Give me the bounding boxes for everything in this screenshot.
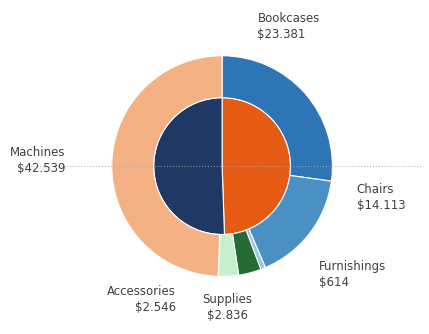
Wedge shape (233, 230, 261, 275)
Wedge shape (246, 229, 266, 270)
Text: Bookcases
$23.381: Bookcases $23.381 (257, 12, 320, 41)
Text: Accessories
$2.546: Accessories $2.546 (107, 285, 176, 314)
Wedge shape (222, 98, 290, 234)
Wedge shape (112, 56, 222, 277)
Text: Chairs
$14.113: Chairs $14.113 (356, 182, 405, 211)
Wedge shape (218, 234, 239, 277)
Text: Supplies
$2.836: Supplies $2.836 (202, 293, 253, 322)
Wedge shape (154, 98, 224, 234)
Text: Furnishings
$614: Furnishings $614 (319, 260, 387, 289)
Wedge shape (249, 175, 332, 268)
Wedge shape (222, 56, 332, 181)
Text: Machines
$42.539: Machines $42.539 (10, 146, 65, 175)
